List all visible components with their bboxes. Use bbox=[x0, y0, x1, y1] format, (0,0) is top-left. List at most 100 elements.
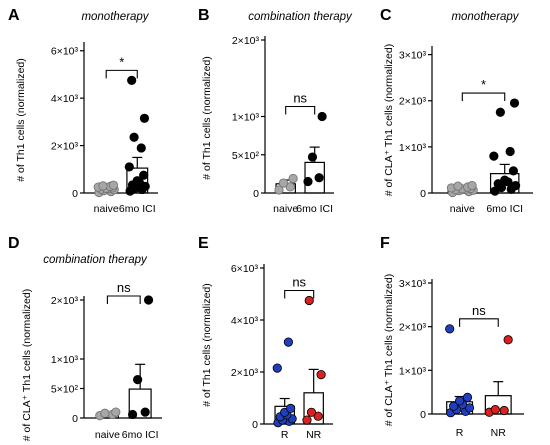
panel-letter: B bbox=[198, 7, 210, 24]
significance-bracket bbox=[284, 289, 315, 299]
y-axis-label: # of Th1 cells (normalized) bbox=[201, 56, 213, 180]
data-point bbox=[317, 111, 327, 122]
data-point bbox=[132, 176, 142, 186]
data-point bbox=[128, 409, 138, 420]
y-tick-label: 0 bbox=[253, 188, 259, 200]
significance-bracket bbox=[105, 69, 138, 79]
data-point bbox=[505, 146, 515, 157]
data-point bbox=[454, 396, 465, 406]
y-tick-label: 1×10³ bbox=[399, 365, 427, 377]
panel-title: combination therapy bbox=[248, 11, 353, 23]
y-tick-label: 0 bbox=[72, 188, 78, 200]
data-point bbox=[500, 175, 510, 185]
significance-bracket bbox=[106, 295, 141, 304]
data-point bbox=[303, 176, 313, 187]
significance-bracket bbox=[285, 105, 316, 115]
data-point bbox=[307, 152, 318, 162]
data-point bbox=[316, 369, 326, 380]
y-tick-label: 2×10³ bbox=[51, 141, 79, 153]
data-point bbox=[133, 375, 143, 385]
y-axis-label: # of CLA⁺ Th1 cells (normalized) bbox=[383, 44, 395, 196]
data-point bbox=[111, 407, 121, 417]
panel-letter: F bbox=[380, 235, 390, 252]
y-tick-label: 2×10³ bbox=[51, 295, 79, 307]
y-tick-label: 1×10³ bbox=[232, 112, 260, 124]
y-tick-label: 5×10² bbox=[51, 384, 79, 396]
data-point bbox=[140, 407, 150, 417]
y-tick-label: 2×10³ bbox=[232, 35, 260, 47]
data-point bbox=[143, 295, 154, 305]
data-point bbox=[304, 295, 314, 306]
y-tick-label: 0 bbox=[420, 409, 426, 421]
significance-label: ns bbox=[117, 280, 131, 295]
significance-bracket bbox=[461, 92, 506, 102]
x-tick-label: naive bbox=[95, 429, 120, 441]
data-point bbox=[278, 178, 289, 188]
y-axis-label: # of CLA⁺ Th1 cells (normalized) bbox=[383, 274, 395, 426]
data-point bbox=[274, 185, 284, 195]
y-axis-label: # of Th1 cells (normalized) bbox=[15, 58, 27, 182]
x-tick-label: 6mo ICI bbox=[296, 203, 333, 215]
y-tick-label: 3×10³ bbox=[399, 278, 427, 290]
data-point bbox=[495, 107, 505, 117]
data-point bbox=[139, 113, 150, 123]
data-point bbox=[286, 403, 296, 413]
y-tick-label: 4×10³ bbox=[231, 315, 259, 327]
data-point bbox=[445, 324, 455, 334]
data-point bbox=[499, 405, 509, 416]
x-tick-label: R bbox=[281, 429, 289, 441]
x-tick-label: naive bbox=[450, 203, 475, 215]
data-point bbox=[314, 173, 324, 183]
data-point bbox=[449, 401, 459, 411]
panel-title: monotherapy bbox=[451, 11, 519, 23]
data-point bbox=[489, 151, 499, 161]
data-point bbox=[129, 132, 139, 142]
panel-e: E 0 2×10³ 4×10³ 6×10³ # of Th1 cells (normali… bbox=[198, 235, 333, 441]
panel-f: F 0 1×10³ 2×10³ 3×10³ # of CLA⁺ Th1 cells (no… bbox=[380, 235, 524, 439]
data-point bbox=[467, 181, 477, 191]
x-tick-label: 6mo ICI bbox=[122, 429, 159, 441]
y-tick-label: 3×10³ bbox=[399, 50, 427, 62]
panel-title: monotherapy bbox=[81, 11, 149, 23]
x-tick-label: NR bbox=[491, 427, 507, 439]
data-point bbox=[313, 411, 323, 421]
y-tick-label: 0 bbox=[420, 188, 426, 200]
y-tick-label: 0 bbox=[252, 419, 258, 431]
data-point bbox=[510, 181, 521, 191]
y-tick-label: 6×10³ bbox=[231, 263, 259, 275]
y-tick-label: 2×10³ bbox=[399, 96, 427, 108]
data-point bbox=[98, 181, 108, 191]
x-tick-label: naive bbox=[94, 203, 119, 215]
data-point bbox=[462, 392, 473, 403]
data-point bbox=[272, 363, 282, 373]
y-tick-label: 1×10³ bbox=[51, 354, 79, 366]
y-tick-label: 5×10² bbox=[232, 150, 260, 162]
data-point bbox=[100, 408, 110, 418]
significance-label: * bbox=[119, 54, 124, 69]
panel-letter: C bbox=[380, 7, 392, 24]
data-point bbox=[302, 415, 312, 425]
data-point bbox=[453, 181, 463, 191]
data-point bbox=[124, 162, 134, 172]
significance-label: ns bbox=[472, 303, 486, 318]
data-point bbox=[509, 98, 520, 108]
y-tick-label: 2×10³ bbox=[399, 322, 427, 334]
significance-label: ns bbox=[292, 275, 306, 290]
panel-letter: A bbox=[8, 7, 20, 24]
data-point bbox=[503, 335, 513, 345]
x-tick-label: NR bbox=[306, 429, 322, 441]
y-tick-label: 0 bbox=[72, 413, 78, 425]
data-point bbox=[127, 75, 137, 85]
significance-bracket bbox=[459, 318, 499, 327]
data-point bbox=[288, 173, 298, 184]
x-tick-label: R bbox=[456, 427, 464, 439]
data-point bbox=[508, 166, 519, 176]
panel-letter: E bbox=[198, 235, 209, 252]
data-point bbox=[490, 405, 500, 415]
y-tick-label: 2×10³ bbox=[231, 367, 259, 379]
data-point bbox=[136, 143, 146, 153]
